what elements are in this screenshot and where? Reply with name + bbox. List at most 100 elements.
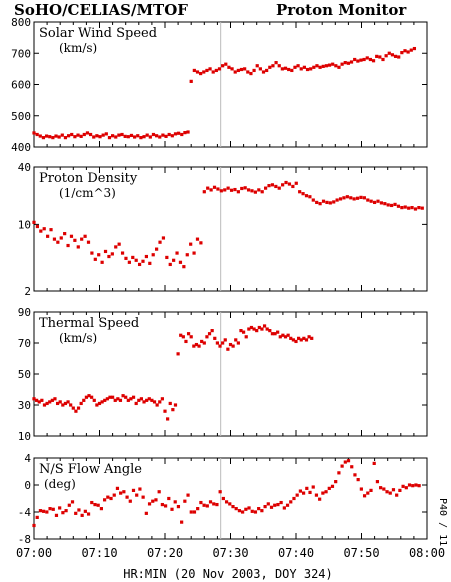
data-point [395, 493, 399, 497]
data-point [192, 344, 196, 348]
data-point [261, 70, 266, 74]
data-point [178, 260, 183, 264]
data-point [401, 484, 405, 488]
data-point [104, 132, 108, 136]
data-point [205, 335, 209, 339]
data-point [311, 198, 315, 202]
data-point [38, 509, 43, 513]
data-point [273, 332, 277, 336]
data-point [147, 502, 152, 506]
data-point [48, 400, 52, 404]
data-point [310, 336, 314, 340]
data-point [375, 480, 380, 484]
data-point [396, 204, 401, 208]
data-point [86, 240, 91, 244]
data-point [138, 487, 142, 491]
data-point [110, 252, 114, 256]
data-point [119, 491, 123, 495]
data-point [126, 135, 130, 139]
data-point [161, 236, 166, 240]
data-point [290, 68, 294, 73]
data-point [90, 251, 94, 255]
data-point [120, 251, 125, 255]
y-tick-label: 10 [18, 430, 31, 443]
data-point [128, 499, 132, 503]
data-point [100, 260, 104, 264]
panel-unit: (km/s) [59, 41, 97, 55]
data-point [35, 515, 39, 519]
data-point [197, 344, 201, 348]
data-point [208, 500, 213, 504]
side-label: P40 / 11 [437, 498, 448, 546]
data-point [144, 511, 148, 515]
data-point [37, 400, 41, 404]
data-point [246, 70, 250, 74]
data-point [413, 207, 418, 211]
data-point [243, 67, 247, 71]
data-point [249, 71, 253, 76]
y-tick-label: 600 [11, 79, 31, 92]
data-point [294, 339, 298, 344]
panel-unit: (km/s) [59, 331, 97, 345]
data-point [151, 499, 155, 503]
data-point [69, 234, 74, 238]
data-point [309, 67, 313, 71]
data-point [208, 67, 212, 71]
data-point [145, 133, 149, 137]
data-point [167, 496, 171, 501]
y-tick-label: 800 [11, 16, 31, 29]
data-point [142, 135, 146, 139]
data-point [123, 134, 127, 138]
data-point [337, 65, 341, 69]
data-point [117, 133, 121, 137]
data-point [63, 232, 67, 236]
data-point [120, 132, 124, 137]
data-point [279, 500, 283, 505]
data-point [76, 133, 80, 137]
data-point [202, 503, 206, 507]
data-point [111, 134, 115, 138]
data-point [393, 54, 398, 58]
data-point [417, 205, 421, 210]
data-point [294, 181, 298, 185]
y-tick-label: 0 [24, 479, 31, 492]
data-point [299, 338, 303, 342]
data-point [179, 333, 183, 337]
data-point [186, 130, 190, 134]
data-point [60, 133, 64, 137]
data-point [168, 262, 172, 267]
data-point [157, 490, 161, 494]
data-point [215, 341, 219, 345]
data-point [189, 510, 193, 514]
y-tick-label: 70 [18, 337, 31, 350]
data-point [213, 336, 217, 340]
data-point [383, 202, 387, 206]
data-point [76, 406, 81, 410]
data-point [186, 493, 190, 497]
data-point [372, 461, 376, 465]
x-tick-label: 07:10 [81, 546, 117, 560]
data-point [414, 483, 418, 487]
data-point [340, 464, 344, 468]
data-point [183, 499, 187, 503]
data-point [417, 484, 421, 488]
data-point [117, 242, 121, 246]
data-point [280, 67, 284, 71]
data-point [265, 68, 269, 73]
data-point [93, 502, 97, 507]
data-point [170, 134, 174, 138]
data-point [355, 196, 360, 200]
data-point [148, 135, 152, 139]
data-point [73, 135, 77, 139]
panel-3: 10 30 50 70 90 Thermal Speed(km/s) [18, 306, 428, 443]
data-point [97, 253, 101, 257]
data-point [253, 190, 257, 194]
data-point [252, 327, 256, 331]
y-tick-label: -4 [18, 506, 32, 519]
data-point [32, 523, 36, 528]
data-point [52, 237, 57, 241]
data-point [131, 395, 136, 399]
data-point [269, 505, 274, 509]
data-point [103, 498, 107, 502]
data-point [263, 505, 267, 509]
